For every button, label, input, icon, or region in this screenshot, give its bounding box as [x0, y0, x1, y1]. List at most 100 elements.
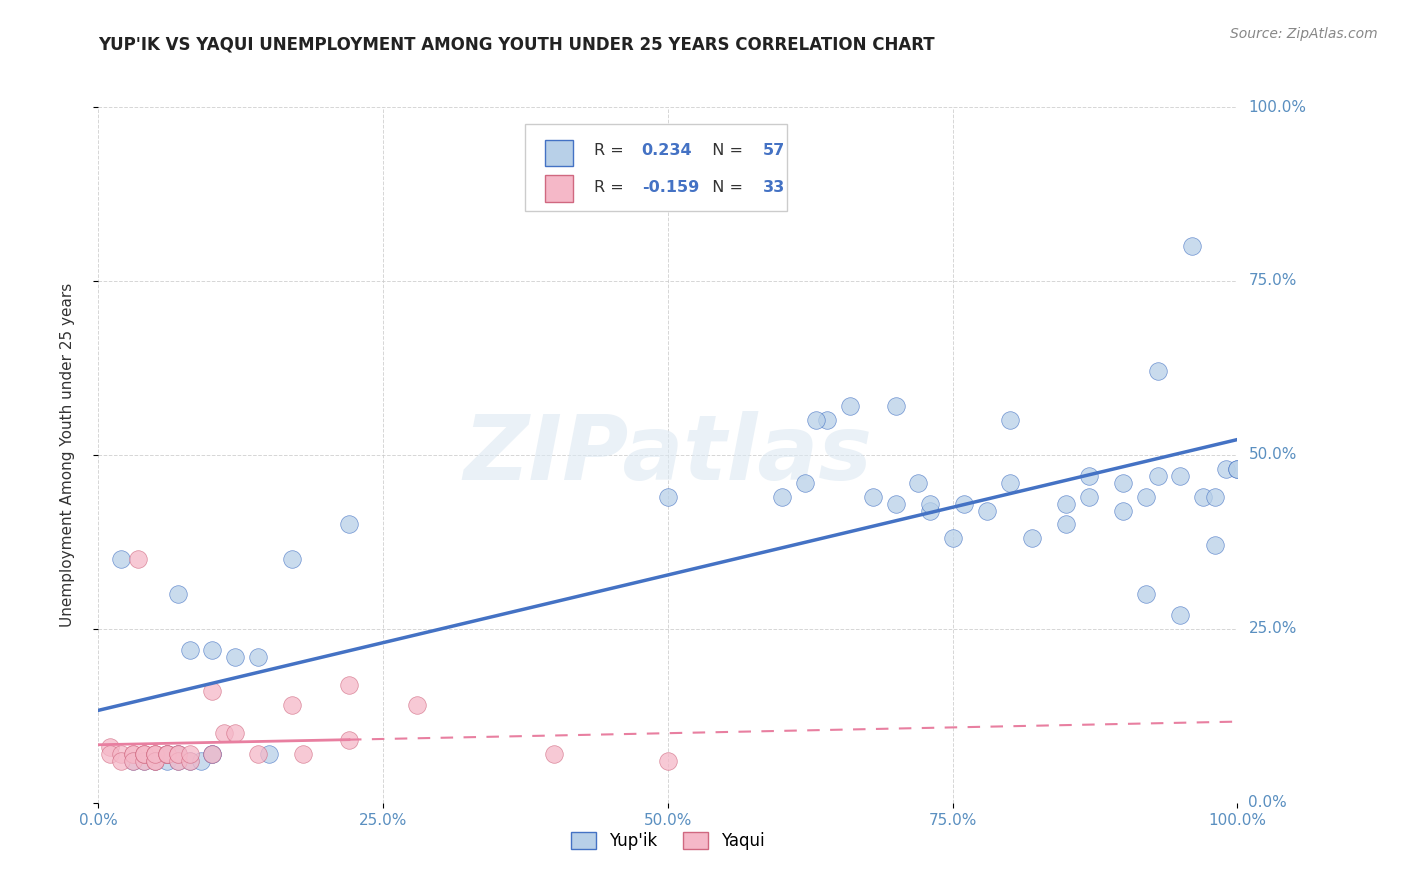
Point [145, 754, 167, 768]
Point [179, 642, 201, 657]
Point [98, 747, 121, 761]
Point [998, 413, 1021, 427]
Text: 57: 57 [762, 143, 785, 158]
Point [156, 747, 179, 761]
Point [953, 497, 976, 511]
Point [167, 747, 190, 761]
Point [884, 399, 907, 413]
Text: N =: N = [702, 179, 748, 194]
Point [110, 754, 132, 768]
Text: 0.234: 0.234 [641, 143, 692, 158]
FancyBboxPatch shape [546, 175, 574, 202]
Point [127, 552, 149, 566]
Point [179, 754, 201, 768]
Point [1226, 462, 1249, 476]
Point [156, 747, 179, 761]
Point [145, 747, 167, 761]
Point [1215, 462, 1237, 476]
Point [862, 490, 884, 504]
Point [121, 747, 143, 761]
Point [190, 754, 212, 768]
Point [281, 552, 304, 566]
Point [1078, 468, 1101, 483]
Point [145, 754, 167, 768]
Point [337, 733, 360, 747]
Text: 33: 33 [762, 179, 785, 194]
Point [1226, 462, 1249, 476]
Point [110, 552, 132, 566]
Point [179, 747, 201, 761]
Point [201, 684, 224, 698]
Text: R =: R = [593, 179, 628, 194]
Point [884, 497, 907, 511]
Text: ZIPatlas: ZIPatlas [464, 411, 872, 499]
Text: -0.159: -0.159 [641, 179, 699, 194]
Point [918, 503, 941, 517]
Point [132, 754, 155, 768]
Point [121, 747, 143, 761]
Point [246, 747, 269, 761]
Point [110, 747, 132, 761]
Text: N =: N = [702, 143, 748, 158]
Point [657, 490, 679, 504]
Point [1181, 239, 1204, 253]
Point [212, 726, 235, 740]
Point [1054, 497, 1078, 511]
Point [543, 747, 565, 761]
Point [224, 649, 246, 664]
Point [224, 726, 246, 740]
Point [1135, 587, 1157, 601]
Point [98, 740, 121, 755]
Point [132, 747, 155, 761]
Point [1170, 468, 1192, 483]
Point [1021, 532, 1043, 546]
Point [167, 587, 190, 601]
Point [1204, 490, 1226, 504]
Point [406, 698, 429, 713]
Point [132, 747, 155, 761]
Point [167, 754, 190, 768]
Point [907, 475, 929, 490]
Point [156, 754, 179, 768]
Text: 75.0%: 75.0% [1249, 274, 1296, 288]
Point [1170, 607, 1192, 622]
FancyBboxPatch shape [546, 140, 574, 166]
Text: 0.0%: 0.0% [1249, 796, 1286, 810]
Point [201, 747, 224, 761]
Point [156, 747, 179, 761]
Point [998, 475, 1021, 490]
Point [179, 754, 201, 768]
Text: 100.0%: 100.0% [1249, 100, 1306, 114]
Point [942, 532, 965, 546]
Point [337, 677, 360, 691]
Point [793, 475, 815, 490]
Point [281, 698, 304, 713]
Point [167, 747, 190, 761]
Text: YUP'IK VS YAQUI UNEMPLOYMENT AMONG YOUTH UNDER 25 YEARS CORRELATION CHART: YUP'IK VS YAQUI UNEMPLOYMENT AMONG YOUTH… [98, 36, 935, 54]
Point [976, 503, 998, 517]
Text: 50.0%: 50.0% [1249, 448, 1296, 462]
Y-axis label: Unemployment Among Youth under 25 years: Unemployment Among Youth under 25 years [60, 283, 75, 627]
Point [1112, 475, 1135, 490]
Point [145, 747, 167, 761]
Point [1192, 490, 1215, 504]
Point [156, 747, 179, 761]
Point [132, 754, 155, 768]
Point [167, 754, 190, 768]
Point [132, 747, 155, 761]
Point [918, 497, 941, 511]
Point [815, 413, 838, 427]
Text: Source: ZipAtlas.com: Source: ZipAtlas.com [1230, 27, 1378, 41]
Point [201, 747, 224, 761]
Point [337, 517, 360, 532]
Point [145, 754, 167, 768]
Point [1146, 468, 1168, 483]
FancyBboxPatch shape [526, 124, 787, 211]
Point [145, 747, 167, 761]
Point [1135, 490, 1157, 504]
Point [1112, 503, 1135, 517]
Point [201, 642, 224, 657]
Point [121, 754, 143, 768]
Point [1146, 364, 1168, 378]
Text: R =: R = [593, 143, 628, 158]
